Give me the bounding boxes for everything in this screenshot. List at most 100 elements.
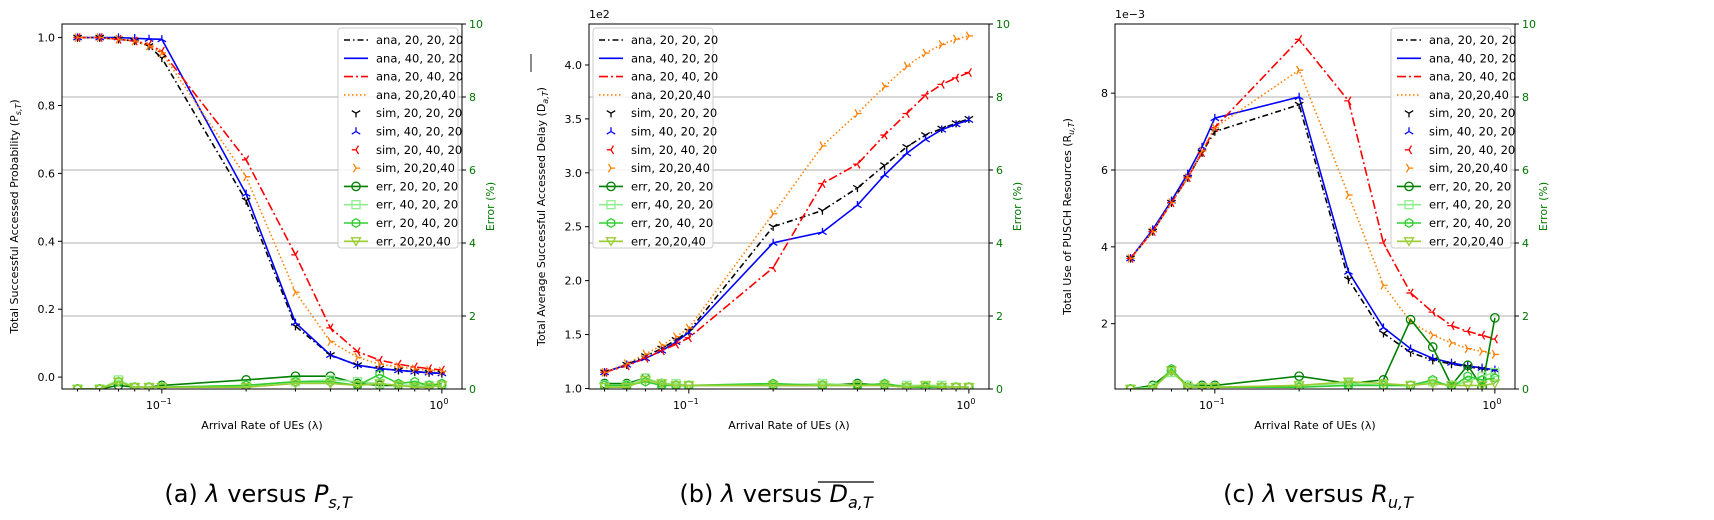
data-point	[375, 369, 385, 380]
panel-caption: (b) λ versus Da,T	[679, 480, 873, 512]
caption-lambda: λ	[1261, 480, 1277, 508]
y-tick-label: 1.0	[38, 32, 56, 45]
data-point	[241, 155, 250, 165]
x-axis: 10−1 100	[1130, 389, 1501, 412]
data-point	[671, 339, 680, 349]
y-axis: 1.0 1.5 2.0 2.5 3.0 3.5 4.0	[565, 59, 589, 395]
caption-lambda: λ	[719, 480, 735, 508]
data-point	[1462, 381, 1474, 389]
data-point	[672, 332, 681, 342]
data-point	[964, 67, 972, 78]
legend-label: err, 20,20,40	[1429, 234, 1504, 248]
data-point	[157, 35, 167, 43]
series-path	[1130, 369, 1496, 389]
caption-subscript: a,T	[848, 493, 874, 512]
legend-item: ana, 40, 20, 20	[344, 51, 463, 65]
x-tick-label: 100	[429, 397, 448, 412]
data-point	[410, 376, 420, 387]
data-point	[353, 361, 363, 369]
y2-tick-label: 2	[1522, 310, 1529, 323]
data-point	[1489, 379, 1501, 389]
data-point	[289, 379, 302, 389]
data-point	[129, 383, 141, 389]
data-point	[606, 127, 616, 135]
data-point	[351, 127, 361, 135]
x-tick-base: 10	[1199, 399, 1213, 412]
legend-label: ana, 40, 20, 20	[376, 51, 463, 65]
series-line	[601, 31, 974, 377]
data-point	[878, 381, 891, 389]
data-point	[853, 159, 861, 169]
legend-label: ana, 20, 20, 20	[1429, 33, 1516, 47]
data-point	[851, 381, 864, 389]
y-tick-label: 4.0	[565, 59, 583, 72]
legend-item: ana, 20, 40, 20	[344, 70, 463, 84]
data-point	[291, 250, 299, 260]
x-axis: 10−1 100	[604, 389, 975, 412]
y2-tick-label: 2	[469, 310, 476, 323]
data-point	[1404, 181, 1414, 192]
data-point	[816, 381, 829, 389]
data-point	[1147, 384, 1159, 389]
legend-item: sim, 20, 40, 20	[351, 143, 462, 157]
series-path	[77, 380, 443, 389]
legend-item: sim, 20,20,40	[352, 161, 455, 175]
y2-tick-label: 10	[996, 18, 1010, 31]
data-point	[767, 381, 779, 389]
data-point	[351, 145, 360, 155]
legend-item: sim, 20, 40, 20	[1404, 143, 1515, 157]
legend: ana, 20, 20, 20 ana, 40, 20, 20 ana, 20, 4…	[592, 27, 718, 249]
data-point	[94, 384, 106, 389]
data-point	[1294, 34, 1303, 44]
legend-item: ana, 20,20,40	[344, 88, 456, 102]
data-point	[1448, 338, 1456, 348]
data-point	[1294, 371, 1304, 382]
data-point	[606, 181, 616, 192]
data-point	[880, 162, 890, 170]
legend: ana, 20, 20, 20 ana, 40, 20, 20 ana, 20, 4…	[1390, 27, 1516, 249]
data-point	[411, 364, 419, 374]
legend-item: sim, 20, 20, 20	[351, 106, 462, 120]
y-tick-label: 3.0	[565, 167, 583, 180]
x-tick-label: 100	[1482, 397, 1501, 412]
data-point	[936, 383, 948, 389]
data-point	[1149, 226, 1157, 237]
data-point	[817, 227, 827, 236]
x-tick-label: 10−1	[673, 397, 699, 412]
data-point	[423, 383, 435, 389]
legend-item: err, 20, 20, 20	[344, 179, 458, 193]
data-point	[1182, 383, 1194, 389]
legend-item: ana, 20, 20, 20	[599, 33, 718, 47]
x-tick-exponent: −1	[687, 397, 699, 406]
data-point	[657, 346, 665, 356]
data-point	[1378, 323, 1388, 331]
legend-box	[1390, 27, 1512, 249]
data-point	[951, 73, 960, 83]
y2-tick-label: 6	[1522, 164, 1529, 177]
data-point	[880, 130, 888, 140]
caption-text: versus	[220, 480, 314, 508]
legend-label: err, 20, 20, 20	[376, 179, 458, 193]
data-point	[1196, 383, 1208, 389]
data-point	[1478, 346, 1487, 356]
y-tick-label: 3.5	[565, 113, 583, 126]
y-axis-label-end: )	[1061, 118, 1074, 122]
legend-item: ana, 20, 40, 20	[599, 70, 718, 84]
data-point	[950, 383, 962, 389]
legend-label: sim, 20, 40, 20	[376, 143, 462, 157]
plot-area	[1124, 34, 1501, 389]
series-line	[74, 33, 447, 376]
legend-item: ana, 40, 20, 20	[599, 51, 718, 65]
series-line	[71, 377, 448, 389]
data-point	[409, 383, 421, 389]
data-point	[938, 39, 946, 50]
data-point	[1294, 101, 1304, 109]
data-point	[1294, 92, 1304, 101]
x-tick-label: 10−1	[146, 397, 172, 412]
data-point	[1490, 312, 1500, 323]
y-offset-multiplier: 1e−3	[1115, 8, 1145, 21]
y2-axis-label: Error (%)	[1011, 182, 1024, 231]
data-point	[131, 36, 139, 46]
data-point	[1427, 342, 1438, 352]
